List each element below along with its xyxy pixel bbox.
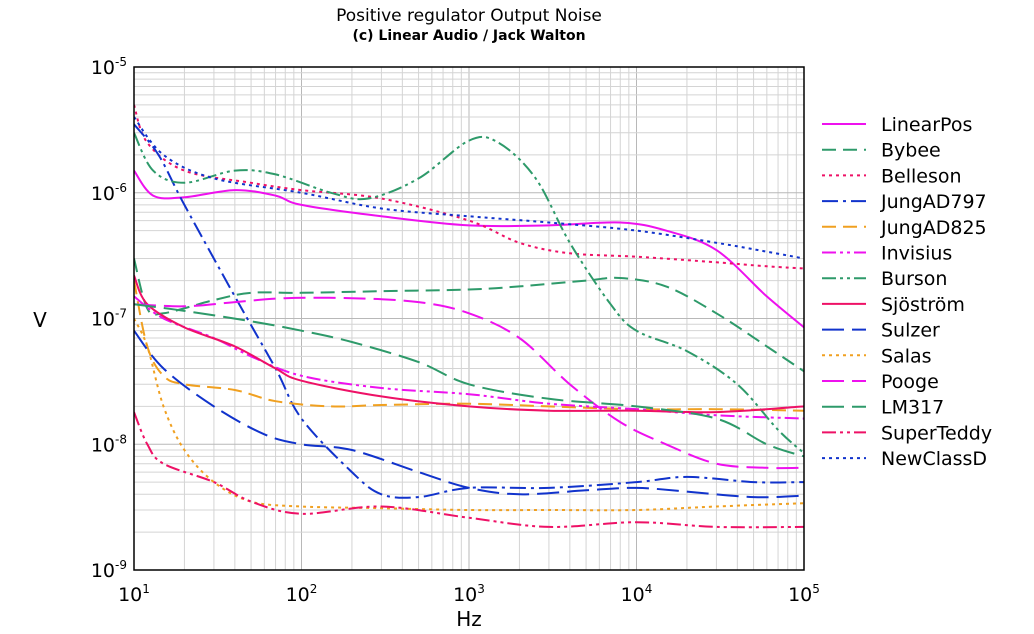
series-line-pooge [134,296,804,470]
legend-label-sulzer: Sulzer [881,320,940,342]
y-tick-label: 10-6 [91,181,127,205]
series-line-sulzer [134,330,804,499]
legend: LinearPos Bybee Belleson JungAD797 JungAD825… [822,114,992,470]
y-tick-label: 10-8 [91,432,127,456]
series-line-newclassd [134,116,804,260]
legend-label-newclassd: NewClassD [881,448,987,470]
chart-title: Positive regulator Output Noise [336,6,602,26]
legend-label-jungad825: JungAD825 [880,217,987,239]
x-tick-label: 102 [286,582,318,606]
series-line-jungad797 [134,123,804,499]
legend-label-salas: Salas [881,345,932,367]
x-tick-label: 103 [453,582,485,606]
x-axis-ticks: 101 102 103 104 105 [118,582,820,606]
grid [133,67,804,571]
x-axis-label: Hz [456,607,482,631]
series-line-linearpos [134,169,804,329]
series-lines [134,104,804,529]
legend-label-burson: Burson [881,268,947,290]
x-tick-label: 105 [788,582,820,606]
chart-subtitle: (c) Linear Audio / Jack Walton [352,28,585,44]
y-axis-ticks: 10-9 10-8 10-7 10-6 10-5 [91,55,127,582]
legend-label-belleson: Belleson [881,165,962,187]
plot-frame [133,66,805,571]
legend-label-lm317: LM317 [881,397,944,419]
x-tick-label: 101 [118,582,150,606]
legend-label-linearpos: LinearPos [881,114,972,136]
series-line-burson [134,132,804,454]
series-line-lm317 [134,303,804,458]
legend-label-invisius: Invisius [881,243,952,265]
y-tick-label: 10-9 [91,558,127,582]
series-line-belleson [134,104,804,270]
legend-label-sjostrom: Sjöström [881,294,965,316]
y-axis-label: V [33,308,47,332]
legend-label-jungad797: JungAD797 [880,191,987,213]
y-tick-label: 10-7 [91,307,127,331]
y-tick-label: 10-5 [91,55,127,79]
legend-label-bybee: Bybee [881,140,941,162]
x-tick-label: 104 [621,582,653,606]
series-line-salas [134,318,804,512]
series-line-superteddy [134,411,804,529]
legend-label-superteddy: SuperTeddy [881,422,992,444]
series-line-sjostrom [134,274,804,414]
legend-label-pooge: Pooge [881,371,939,393]
